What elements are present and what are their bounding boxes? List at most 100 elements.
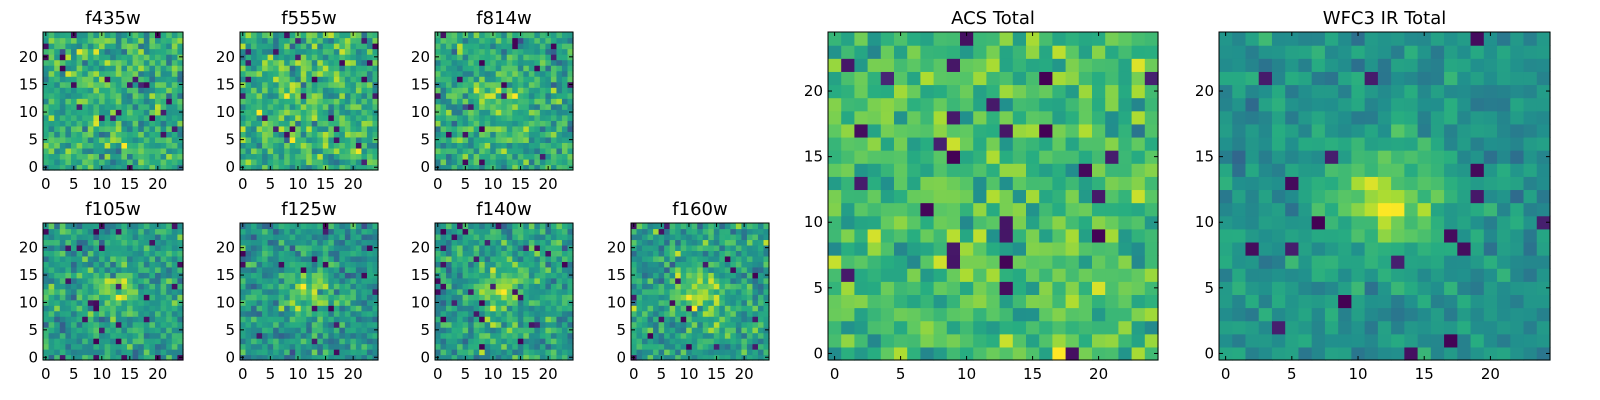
heatmap-cell [506, 354, 513, 361]
heatmap-cell [361, 288, 368, 295]
heatmap-cell [82, 54, 89, 61]
heatmap-cell [680, 354, 687, 361]
heatmap-cell [636, 228, 643, 235]
heatmap-cell [372, 321, 379, 328]
heatmap-cell [534, 299, 541, 306]
heatmap-cell [115, 158, 122, 166]
heatmap-cell [1039, 281, 1053, 295]
heatmap-cell [104, 76, 111, 83]
heatmap-cell [539, 233, 546, 241]
heatmap-cell [177, 277, 184, 284]
heatmap-cell [311, 332, 318, 339]
heatmap-cell [76, 131, 83, 138]
heatmap-cell [986, 333, 1001, 348]
heatmap-cell [702, 244, 709, 251]
heatmap-cell [273, 158, 280, 166]
heatmap-cell [138, 32, 145, 39]
heatmap-cell [708, 255, 715, 262]
heatmap-cell [59, 266, 66, 273]
heatmap-cell [686, 228, 693, 235]
heatmap-cell [468, 288, 475, 295]
heatmap-cell [473, 327, 480, 334]
heatmap-cell [256, 81, 263, 88]
heatmap-cell [160, 103, 167, 110]
heatmap-cell [87, 54, 94, 61]
y-tick-label: 10 [216, 293, 235, 311]
heatmap-cell [462, 261, 469, 268]
heatmap-cell [143, 272, 150, 279]
heatmap-cell [48, 305, 55, 312]
heatmap-cell [730, 327, 737, 334]
heatmap-cell [115, 120, 122, 127]
heatmap-cell [468, 92, 475, 99]
heatmap-cell [440, 65, 447, 72]
heatmap-cell [1039, 228, 1053, 243]
heatmap-cell [65, 92, 72, 99]
heatmap-cell [730, 223, 737, 230]
heatmap-cell [523, 131, 530, 138]
heatmap-cell [355, 125, 363, 132]
heatmap-cell [262, 299, 269, 306]
heatmap-cell [273, 288, 280, 295]
heatmap-cell [54, 136, 61, 143]
heatmap-cell [642, 228, 649, 235]
heatmap-cell [920, 176, 935, 191]
heatmap-cell [506, 310, 513, 317]
heatmap-cell [1026, 307, 1040, 322]
heatmap-cell [506, 239, 513, 246]
heatmap-cell [166, 109, 173, 116]
heatmap-cell [278, 43, 285, 50]
heatmap-cell [149, 223, 156, 230]
heatmap-cell [512, 343, 519, 350]
heatmap-cell [171, 103, 178, 110]
heatmap-cell [642, 299, 649, 306]
heatmap-cell [149, 244, 156, 251]
heatmap-cell [523, 81, 530, 88]
heatmap-cell [177, 147, 184, 155]
heatmap-cell [631, 277, 638, 284]
heatmap-cell [528, 310, 535, 317]
heatmap-cell [143, 349, 150, 356]
heatmap-cell [440, 244, 447, 251]
heatmap-cell [636, 250, 643, 257]
heatmap-cell [295, 37, 302, 44]
heatmap-cell [278, 142, 285, 149]
heatmap-cell [567, 266, 574, 273]
heatmap-cell [539, 288, 546, 295]
heatmap-cell [675, 294, 682, 301]
heatmap-cell [528, 272, 535, 279]
heatmap-cell [48, 114, 55, 121]
heatmap-cell [550, 354, 558, 361]
heatmap-cell [121, 153, 128, 160]
heatmap-cell [121, 103, 128, 110]
heatmap-cell [289, 294, 296, 301]
heatmap-cell [99, 233, 106, 241]
heatmap-cell [333, 114, 340, 121]
heatmap-cell [273, 316, 280, 323]
heatmap-cell [757, 327, 765, 334]
heatmap-cell [328, 332, 335, 339]
heatmap-cell [495, 299, 502, 306]
heatmap-cell [1065, 202, 1080, 217]
heatmap-cell [517, 327, 524, 334]
heatmap-cell [48, 76, 55, 83]
heatmap-cell [1105, 241, 1119, 256]
heatmap-cell [344, 228, 351, 235]
heatmap-cell [1118, 215, 1133, 230]
heatmap-cell [506, 272, 513, 279]
heatmap-cell [907, 333, 921, 348]
heatmap-cell [99, 266, 106, 273]
heatmap-cell [763, 294, 770, 301]
heatmap-cell [636, 244, 643, 251]
heatmap-cell [295, 70, 302, 77]
heatmap-cell [306, 228, 313, 235]
heatmap-cell [658, 321, 665, 328]
heatmap-cell [82, 327, 89, 334]
heatmap-cell [115, 255, 122, 262]
heatmap-cell [528, 261, 535, 268]
heatmap-cell [177, 153, 184, 160]
heatmap-cell [262, 158, 269, 166]
heatmap-cell [171, 59, 178, 66]
heatmap-cell [138, 316, 145, 323]
heatmap-cell [539, 136, 546, 143]
